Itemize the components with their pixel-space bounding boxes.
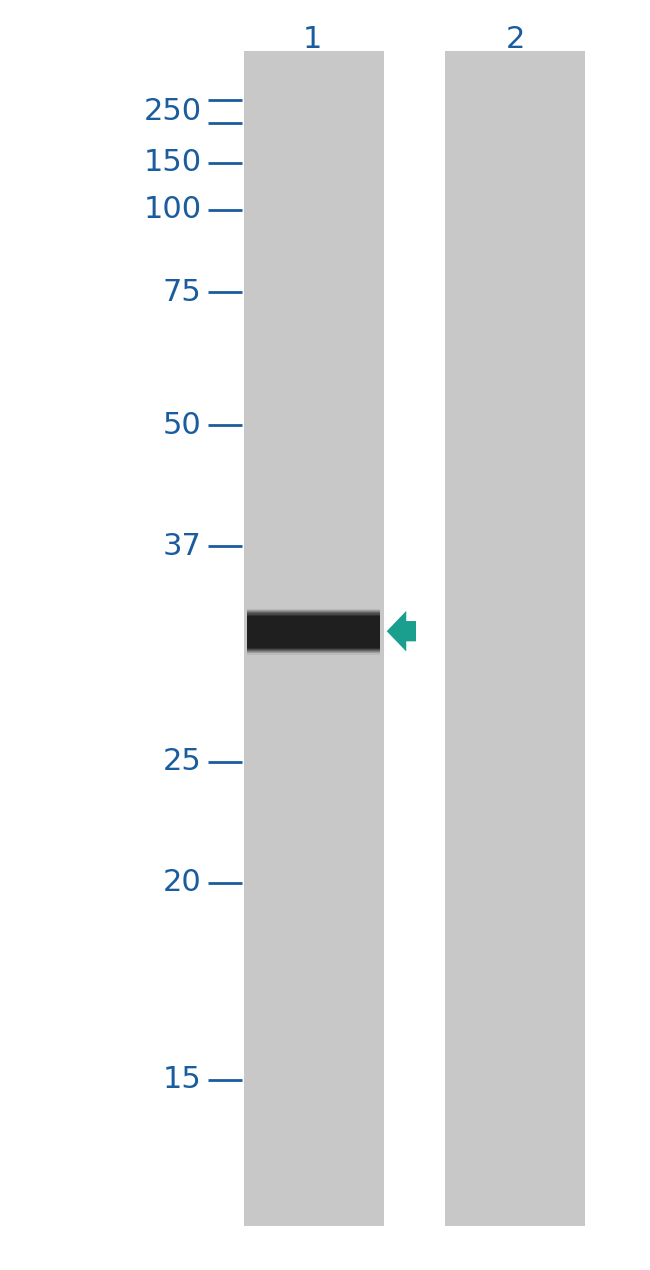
Text: 25: 25 [162, 748, 202, 776]
Text: 15: 15 [162, 1066, 202, 1093]
Bar [445, 51, 585, 1226]
Text: 37: 37 [162, 532, 202, 560]
Text: 1: 1 [302, 25, 322, 55]
Text: 250: 250 [144, 98, 202, 126]
Bar [244, 51, 384, 1226]
Text: 100: 100 [144, 196, 202, 224]
FancyArrow shape [387, 611, 416, 652]
Text: 150: 150 [144, 149, 202, 177]
Text: 2: 2 [506, 25, 525, 55]
Text: 50: 50 [162, 411, 202, 439]
Text: 75: 75 [162, 278, 202, 306]
Text: 20: 20 [162, 869, 202, 897]
